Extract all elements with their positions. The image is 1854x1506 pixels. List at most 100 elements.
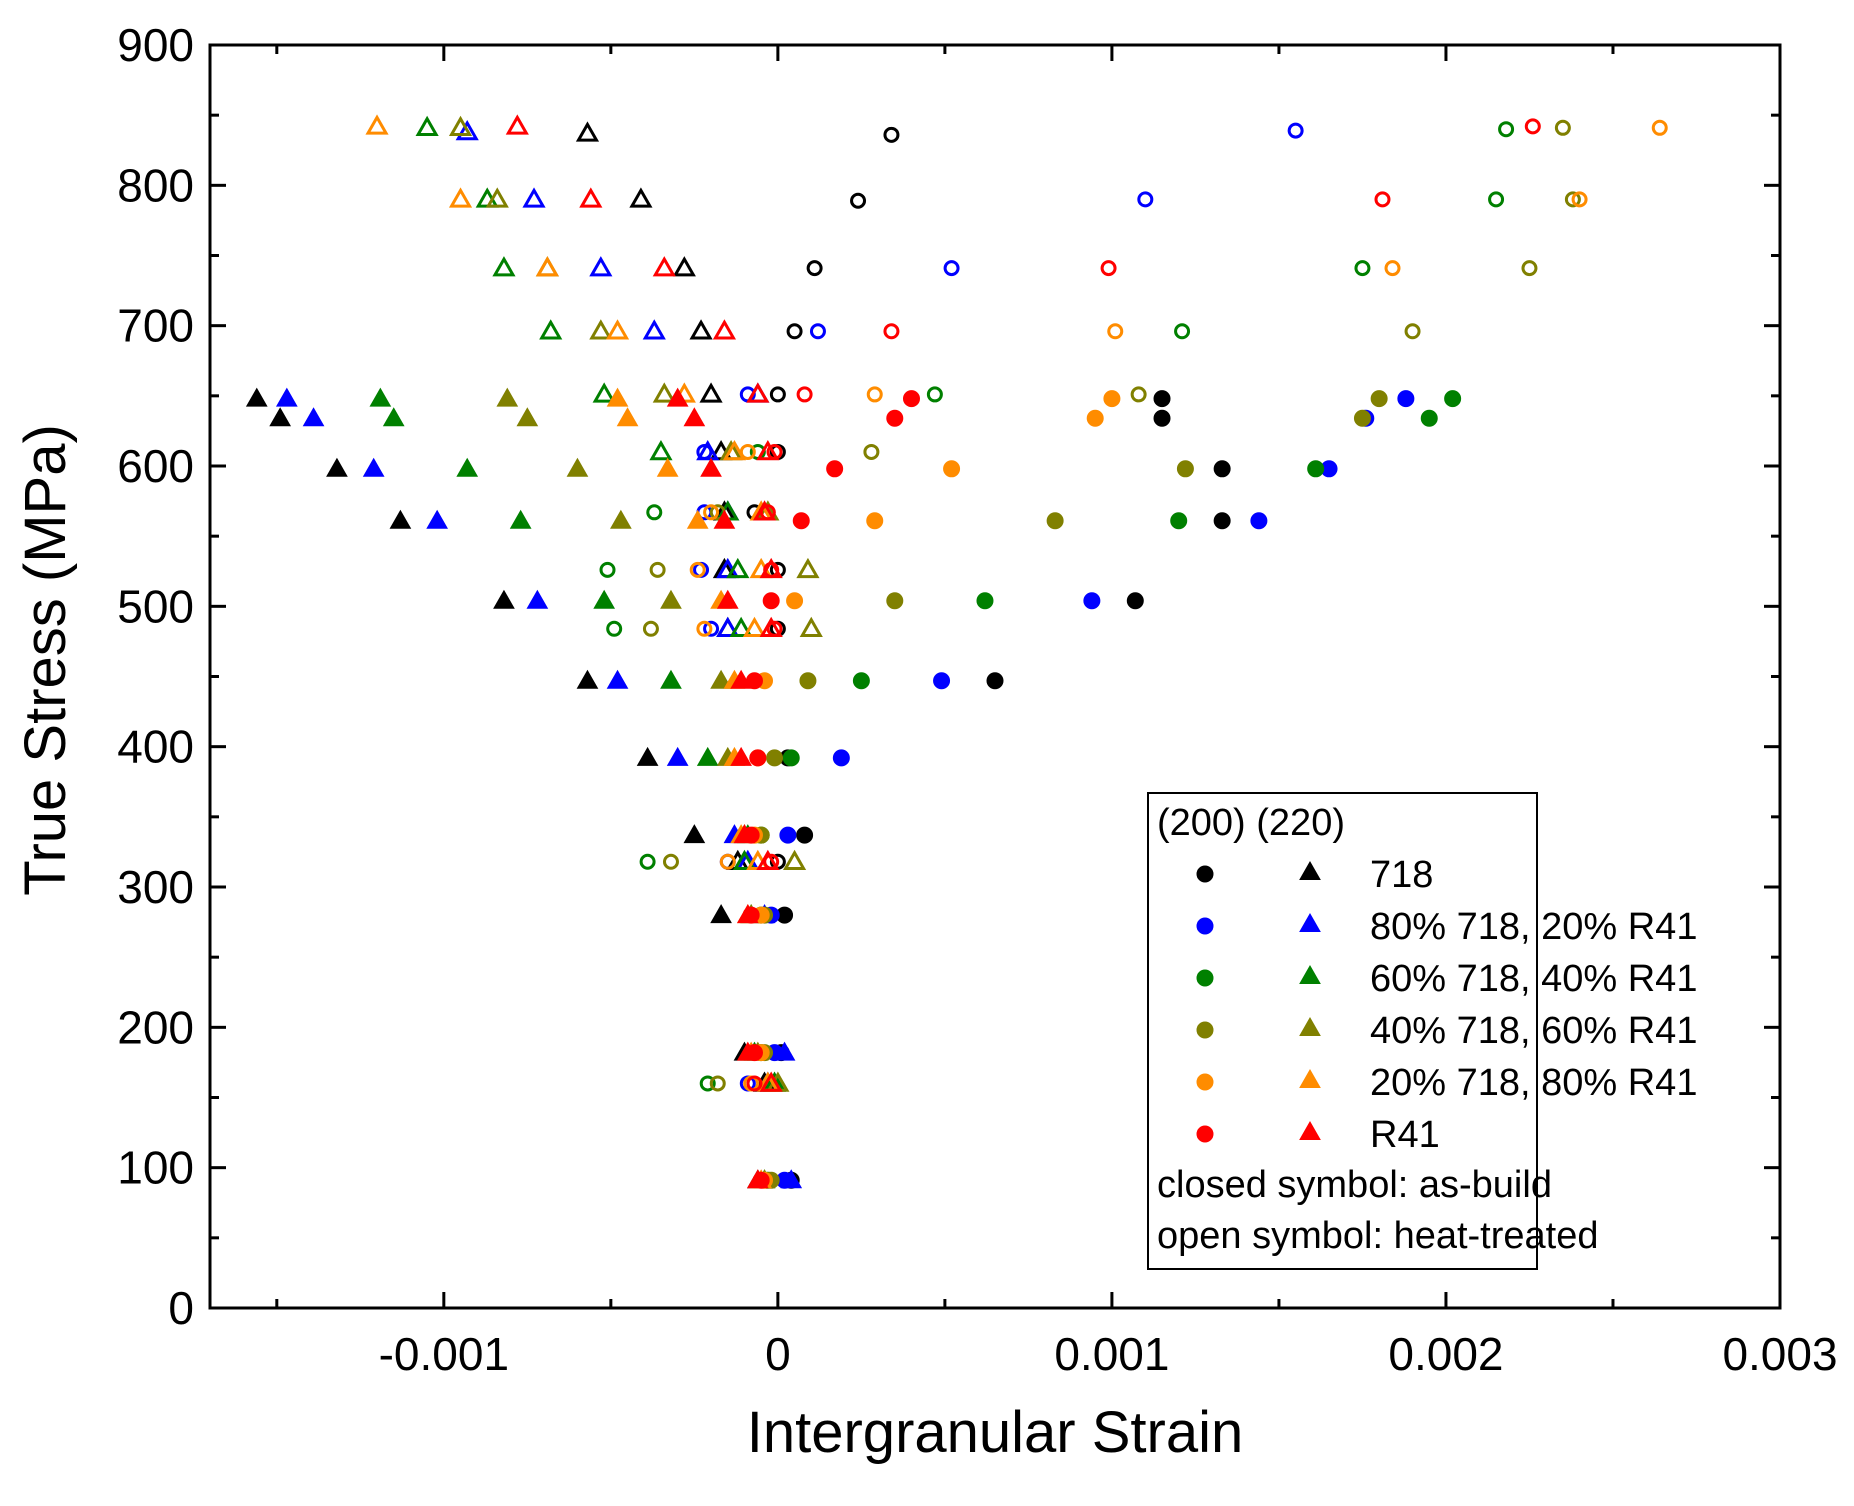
open-circle-point: [646, 504, 663, 521]
filled-circle-point: [1176, 460, 1194, 478]
open-triangle-point: [579, 187, 603, 208]
open-circle-point: [796, 386, 813, 403]
filled-circle-point: [1126, 592, 1144, 610]
filled-circle-point: [1213, 512, 1231, 530]
open-triangle-point: [732, 849, 757, 870]
open-circle-point: [763, 853, 780, 870]
tick-labels: -0.001 0 0.001 0.002 0.003 0 100 200 300 400 500 60…: [117, 19, 1837, 1380]
y-tick-label: 200: [117, 1001, 194, 1053]
filled-circle-point: [766, 749, 784, 767]
legend-entries: 718 80% 718, 20% R41 60% 718, 40% R41 40% 7…: [1196, 854, 1697, 1156]
legend-triangle-marker: [1299, 1016, 1321, 1036]
filled-triangle-point: [710, 904, 732, 924]
x-tick-label: 0.001: [1054, 1328, 1169, 1380]
open-circle-point: [786, 323, 803, 340]
filled-circle-point: [1086, 409, 1104, 427]
open-circle-point: [766, 443, 783, 460]
open-circle-point: [649, 561, 666, 578]
legend-triangle-marker: [1299, 1120, 1321, 1140]
filled-triangle-point: [369, 387, 392, 407]
filled-triangle-point: [456, 457, 479, 477]
open-circle-point: [703, 504, 720, 521]
open-triangle-point: [642, 319, 666, 340]
open-triangle-point: [448, 187, 473, 208]
legend-note-open: open symbol: heat-treated: [1157, 1215, 1599, 1257]
filled-triangle-point: [326, 457, 348, 477]
filled-triangle-point: [245, 387, 268, 407]
filled-triangle-point: [660, 669, 682, 689]
y-tick-label: 100: [117, 1142, 194, 1194]
open-circle-point: [689, 561, 706, 578]
open-triangle-point: [589, 256, 613, 277]
open-triangle-point: [365, 114, 389, 135]
filled-circle-point: [1307, 460, 1325, 478]
filled-circle-point: [976, 592, 994, 610]
open-triangle-point: [742, 616, 767, 638]
filled-circle-point: [1046, 512, 1064, 530]
open-circle-point: [1287, 122, 1304, 139]
open-circle-point: [719, 853, 736, 870]
filled-circle-point: [779, 826, 797, 844]
filled-circle-point: [742, 826, 760, 844]
open-triangle-point: [796, 557, 820, 579]
open-triangle-point: [652, 256, 676, 277]
filled-triangle-point: [666, 387, 689, 407]
open-triangle-point: [726, 557, 750, 579]
filled-triangle-point: [516, 407, 539, 427]
filled-circle-point: [792, 512, 810, 530]
open-circle-point: [1564, 191, 1581, 208]
open-circle-point: [883, 323, 900, 340]
y-tick-label: 800: [117, 159, 194, 211]
open-triangle-point: [539, 319, 563, 340]
y-tick-label: 700: [117, 300, 194, 352]
open-circle-point: [696, 620, 713, 637]
open-circle-point: [763, 561, 780, 578]
filled-circle-point: [752, 1171, 770, 1189]
open-circle-point: [766, 620, 783, 637]
open-circle-point: [1130, 386, 1147, 403]
open-triangle-point: [535, 256, 559, 277]
open-triangle-point: [746, 382, 770, 403]
filled-circle-point: [832, 749, 850, 767]
data-markers: [245, 114, 1668, 1189]
legend-entry-label: 60% 718, 40% R41: [1370, 958, 1697, 1000]
open-circle-point: [1521, 260, 1538, 277]
open-triangle-point: [689, 319, 713, 340]
open-circle-point: [1374, 191, 1391, 208]
open-triangle-point: [505, 114, 529, 135]
y-tick-label: 500: [117, 580, 194, 632]
open-triangle-point: [485, 187, 509, 208]
filled-circle-point: [1153, 390, 1171, 408]
open-circle-point: [1137, 191, 1154, 208]
open-circle-point: [1651, 119, 1668, 136]
open-triangle-point: [629, 187, 653, 208]
open-circle-point: [1554, 119, 1571, 136]
filled-circle-point: [826, 460, 844, 478]
legend-triangle-marker: [1299, 964, 1321, 984]
filled-circle-point: [1370, 390, 1388, 408]
x-tick-label: 0.002: [1388, 1328, 1503, 1380]
open-circle-point: [809, 323, 826, 340]
open-triangle-point: [652, 382, 676, 403]
open-circle-point: [699, 1075, 716, 1092]
open-circle-point: [883, 126, 900, 143]
open-circle-point: [943, 260, 960, 277]
filled-triangle-point: [713, 509, 736, 529]
filled-triangle-point: [493, 589, 515, 609]
open-triangle-point: [592, 382, 616, 403]
filled-circle-point: [886, 409, 904, 427]
filled-triangle-point: [610, 509, 632, 529]
filled-triangle-point: [526, 589, 549, 609]
filled-triangle-point: [389, 509, 412, 529]
filled-circle-point: [749, 749, 767, 767]
filled-triangle-point: [382, 407, 405, 427]
open-circle-point: [1571, 191, 1588, 208]
y-tick-label: 300: [117, 861, 194, 913]
filled-circle-point: [796, 826, 814, 844]
open-circle-point: [696, 443, 713, 460]
open-circle-point: [639, 853, 656, 870]
legend-entry-label: 80% 718, 20% R41: [1370, 906, 1697, 948]
open-circle-point: [1354, 260, 1371, 277]
open-triangle-point: [729, 616, 753, 638]
filled-triangle-point: [686, 509, 709, 529]
